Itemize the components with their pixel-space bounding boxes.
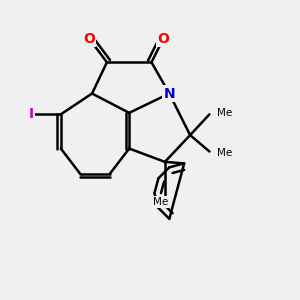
Text: N: N	[164, 86, 175, 100]
Text: Me: Me	[153, 197, 168, 207]
Text: Me: Me	[217, 148, 232, 158]
Text: O: O	[83, 32, 95, 46]
Text: Me: Me	[217, 108, 232, 118]
Text: I: I	[28, 107, 34, 121]
Text: O: O	[158, 32, 169, 46]
